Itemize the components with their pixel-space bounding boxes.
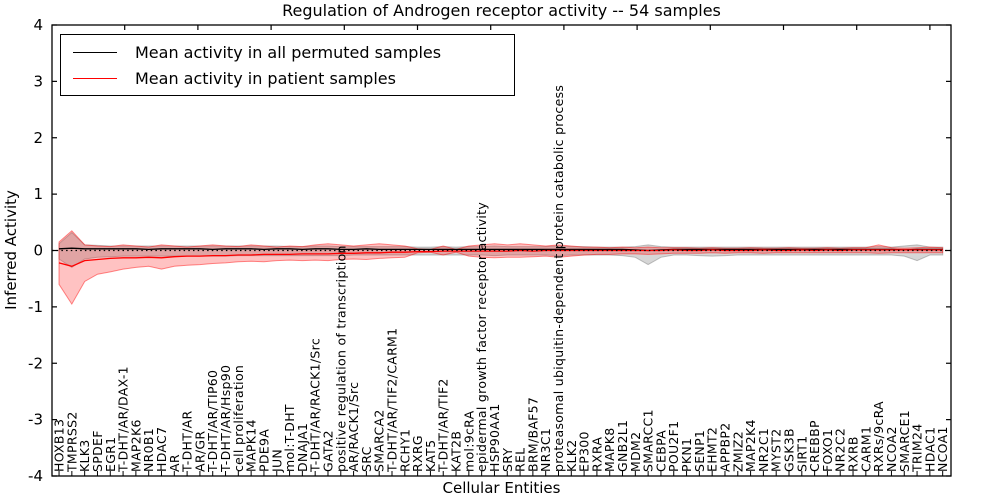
x-tick-label: HOXB13	[52, 419, 67, 472]
x-tick-label: SRC	[359, 446, 374, 472]
x-tick-label: AR/GR	[192, 431, 207, 472]
x-tick-label: TMPRSS2	[64, 411, 79, 473]
x-tick-label: T-DHT/AR/TIP60	[205, 370, 220, 473]
x-tick-label: GSK3B	[782, 428, 797, 472]
x-tick-label: PDE9A	[256, 429, 271, 472]
y-tick-label: -4	[28, 467, 43, 485]
x-tick-label: cell proliferation	[231, 365, 246, 472]
x-tick-label: T-DHT/AR	[180, 410, 195, 473]
x-tick-label: REL	[513, 448, 528, 472]
x-tick-label: APPBP2	[718, 423, 733, 473]
patient-line-swatch	[73, 77, 117, 79]
x-tick-label: GATA2	[321, 430, 336, 472]
x-tick-label: T-DHT/AR/RACK1/Src	[308, 338, 323, 473]
x-tick-label: HDAC1	[922, 427, 937, 472]
y-tick-label: -1	[28, 298, 43, 316]
x-tick-label: TRIM24	[910, 424, 925, 474]
x-tick-label: ZMIZ2	[730, 431, 745, 472]
x-tick-label: KAT2B	[449, 431, 464, 472]
y-tick-label: 0	[33, 242, 43, 260]
legend-label: Mean activity in all permuted samples	[135, 42, 442, 62]
x-tick-label: EGR1	[103, 437, 118, 472]
x-tick-label: MYST2	[769, 429, 784, 472]
x-tick-label: NR2C2	[833, 428, 848, 472]
x-tick-label: SMARCE1	[897, 410, 912, 472]
x-tick-label: DNAJA1	[295, 423, 310, 472]
x-tick-label: SMARCC1	[641, 409, 656, 472]
x-tick-label: T-DHT/AR/TIF2	[436, 378, 451, 473]
x-tick-label: AR	[167, 454, 182, 472]
x-tick-label: positive regulation of transcription	[333, 245, 348, 472]
x-tick-label: JUN	[269, 449, 284, 473]
legend-entry-permuted: Mean activity in all permuted samples	[61, 39, 514, 65]
x-tick-label: AR/RACK1/Src	[346, 382, 361, 472]
x-tick-label: RCHY1	[397, 429, 412, 472]
legend-entry-patient: Mean activity in patient samples	[61, 65, 514, 91]
x-tick-label: proteasomal ubiquitin-dependent protein …	[551, 85, 566, 472]
x-tick-label: SMARCA2	[372, 409, 387, 472]
y-tick-label: -2	[28, 354, 43, 372]
x-tick-label: SPDEF	[90, 430, 105, 472]
x-tick-label: EP300	[577, 431, 592, 472]
x-tick-label: HSP90AA1	[487, 403, 502, 472]
x-tick-label: NR3C1	[538, 428, 553, 472]
x-tick-label: MAP2K4	[743, 419, 758, 472]
x-axis-label: Cellular Entities	[442, 479, 561, 497]
x-tick-label: RXRA	[589, 437, 604, 472]
x-tick-label: HDAC7	[154, 427, 169, 472]
x-tick-label: POU2F1	[666, 421, 681, 472]
y-tick-label: 4	[33, 16, 43, 34]
y-tick-label: -3	[28, 411, 43, 429]
x-tick-label: NR0B1	[141, 428, 156, 472]
x-tick-label: RXRG	[410, 435, 425, 472]
x-tick-label: RXRs/9cRA	[871, 401, 886, 472]
permuted-mean-line	[58, 247, 943, 252]
x-tick-label: MAPK14	[244, 419, 259, 472]
permuted-line-swatch	[73, 51, 117, 53]
x-tick-label: SENP1	[692, 430, 707, 472]
y-tick-label: 2	[33, 129, 43, 147]
x-tick-label: GNB2L1	[615, 420, 630, 472]
x-tick-label: KLK2	[564, 439, 579, 472]
x-tick-label: T-DHT/AR/TIF2/CARM1	[385, 328, 400, 473]
x-tick-label: CREBBP	[807, 420, 822, 472]
x-tick-label: MAPK8	[602, 427, 617, 472]
patient-band	[58, 230, 944, 306]
y-tick-label: 3	[33, 72, 43, 90]
x-tick-label: CEBPA	[653, 430, 668, 472]
x-tick-label: NCOA1	[935, 426, 950, 472]
x-tick-label: NCOA2	[884, 426, 899, 472]
x-tick-label: MAP2K6	[128, 419, 143, 472]
x-tick-label: PKN1	[679, 438, 694, 472]
x-tick-label: mol:9cRA	[461, 410, 476, 472]
legend-label: Mean activity in patient samples	[135, 68, 396, 88]
x-tick-label: SRY	[500, 448, 515, 472]
x-tick-label: KLK3	[77, 439, 92, 472]
x-tick-label: BRM/BAF57	[525, 397, 540, 472]
x-tick-label: FOXO1	[820, 429, 835, 472]
legend: Mean activity in all permuted samples Me…	[60, 34, 515, 96]
x-tick-label: MDM2	[628, 432, 643, 472]
x-tick-label: EHMT2	[705, 427, 720, 472]
x-tick-label: T-DHT/AR/Hsp90	[218, 365, 233, 473]
x-tick-label: SIRT1	[794, 436, 809, 473]
y-tick-label: 1	[33, 185, 43, 203]
x-tick-label: CARM1	[858, 426, 873, 472]
x-tick-label: KAT5	[423, 440, 438, 472]
x-tick-label: mol:T-DHT	[282, 404, 297, 472]
x-tick-label: epidermal growth factor receptor activit…	[474, 202, 489, 472]
chart-title: Regulation of Androgen receptor activity…	[282, 1, 721, 20]
x-tick-label: NR2C1	[756, 428, 771, 472]
x-tick-label: RXRB	[846, 436, 861, 472]
x-tick-label: T-DHT/AR/DAX-1	[116, 366, 131, 473]
